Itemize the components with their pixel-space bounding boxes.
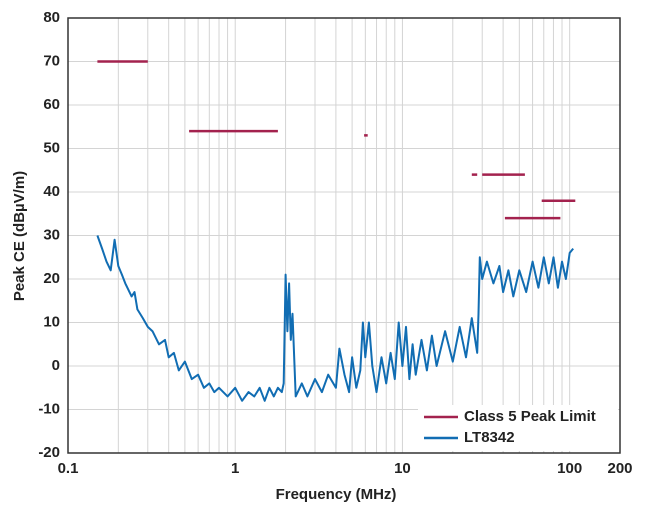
x-tick-label: 0.1 [58,460,79,477]
x-tick-label: 10 [394,460,411,477]
legend-label: Class 5 Peak Limit [464,408,596,425]
y-tick-label: 0 [52,357,60,374]
x-axis-label: Frequency (MHz) [276,486,397,503]
series-line [97,60,576,220]
legend-box [418,405,618,451]
y-tick-label: 10 [43,313,60,330]
y-axis-label: Peak CE (dBµV/m) [11,171,28,301]
y-tick-label: 80 [43,9,60,26]
legend-label: LT8342 [464,429,515,446]
y-tick-label: -20 [38,444,60,461]
plot-frame [67,17,621,454]
x-tick-label: 1 [231,460,239,477]
y-tick-label: -10 [38,400,60,417]
y-tick-label: 30 [43,226,60,243]
x-tick-label: 200 [607,460,632,477]
y-tick-label: 70 [43,52,60,69]
x-tick-label: 100 [557,460,582,477]
y-tick-label: 20 [43,270,60,287]
y-tick-label: 60 [43,96,60,113]
y-tick-label: 40 [43,183,60,200]
y-tick-label: 50 [43,139,60,156]
series-line [96,235,574,402]
